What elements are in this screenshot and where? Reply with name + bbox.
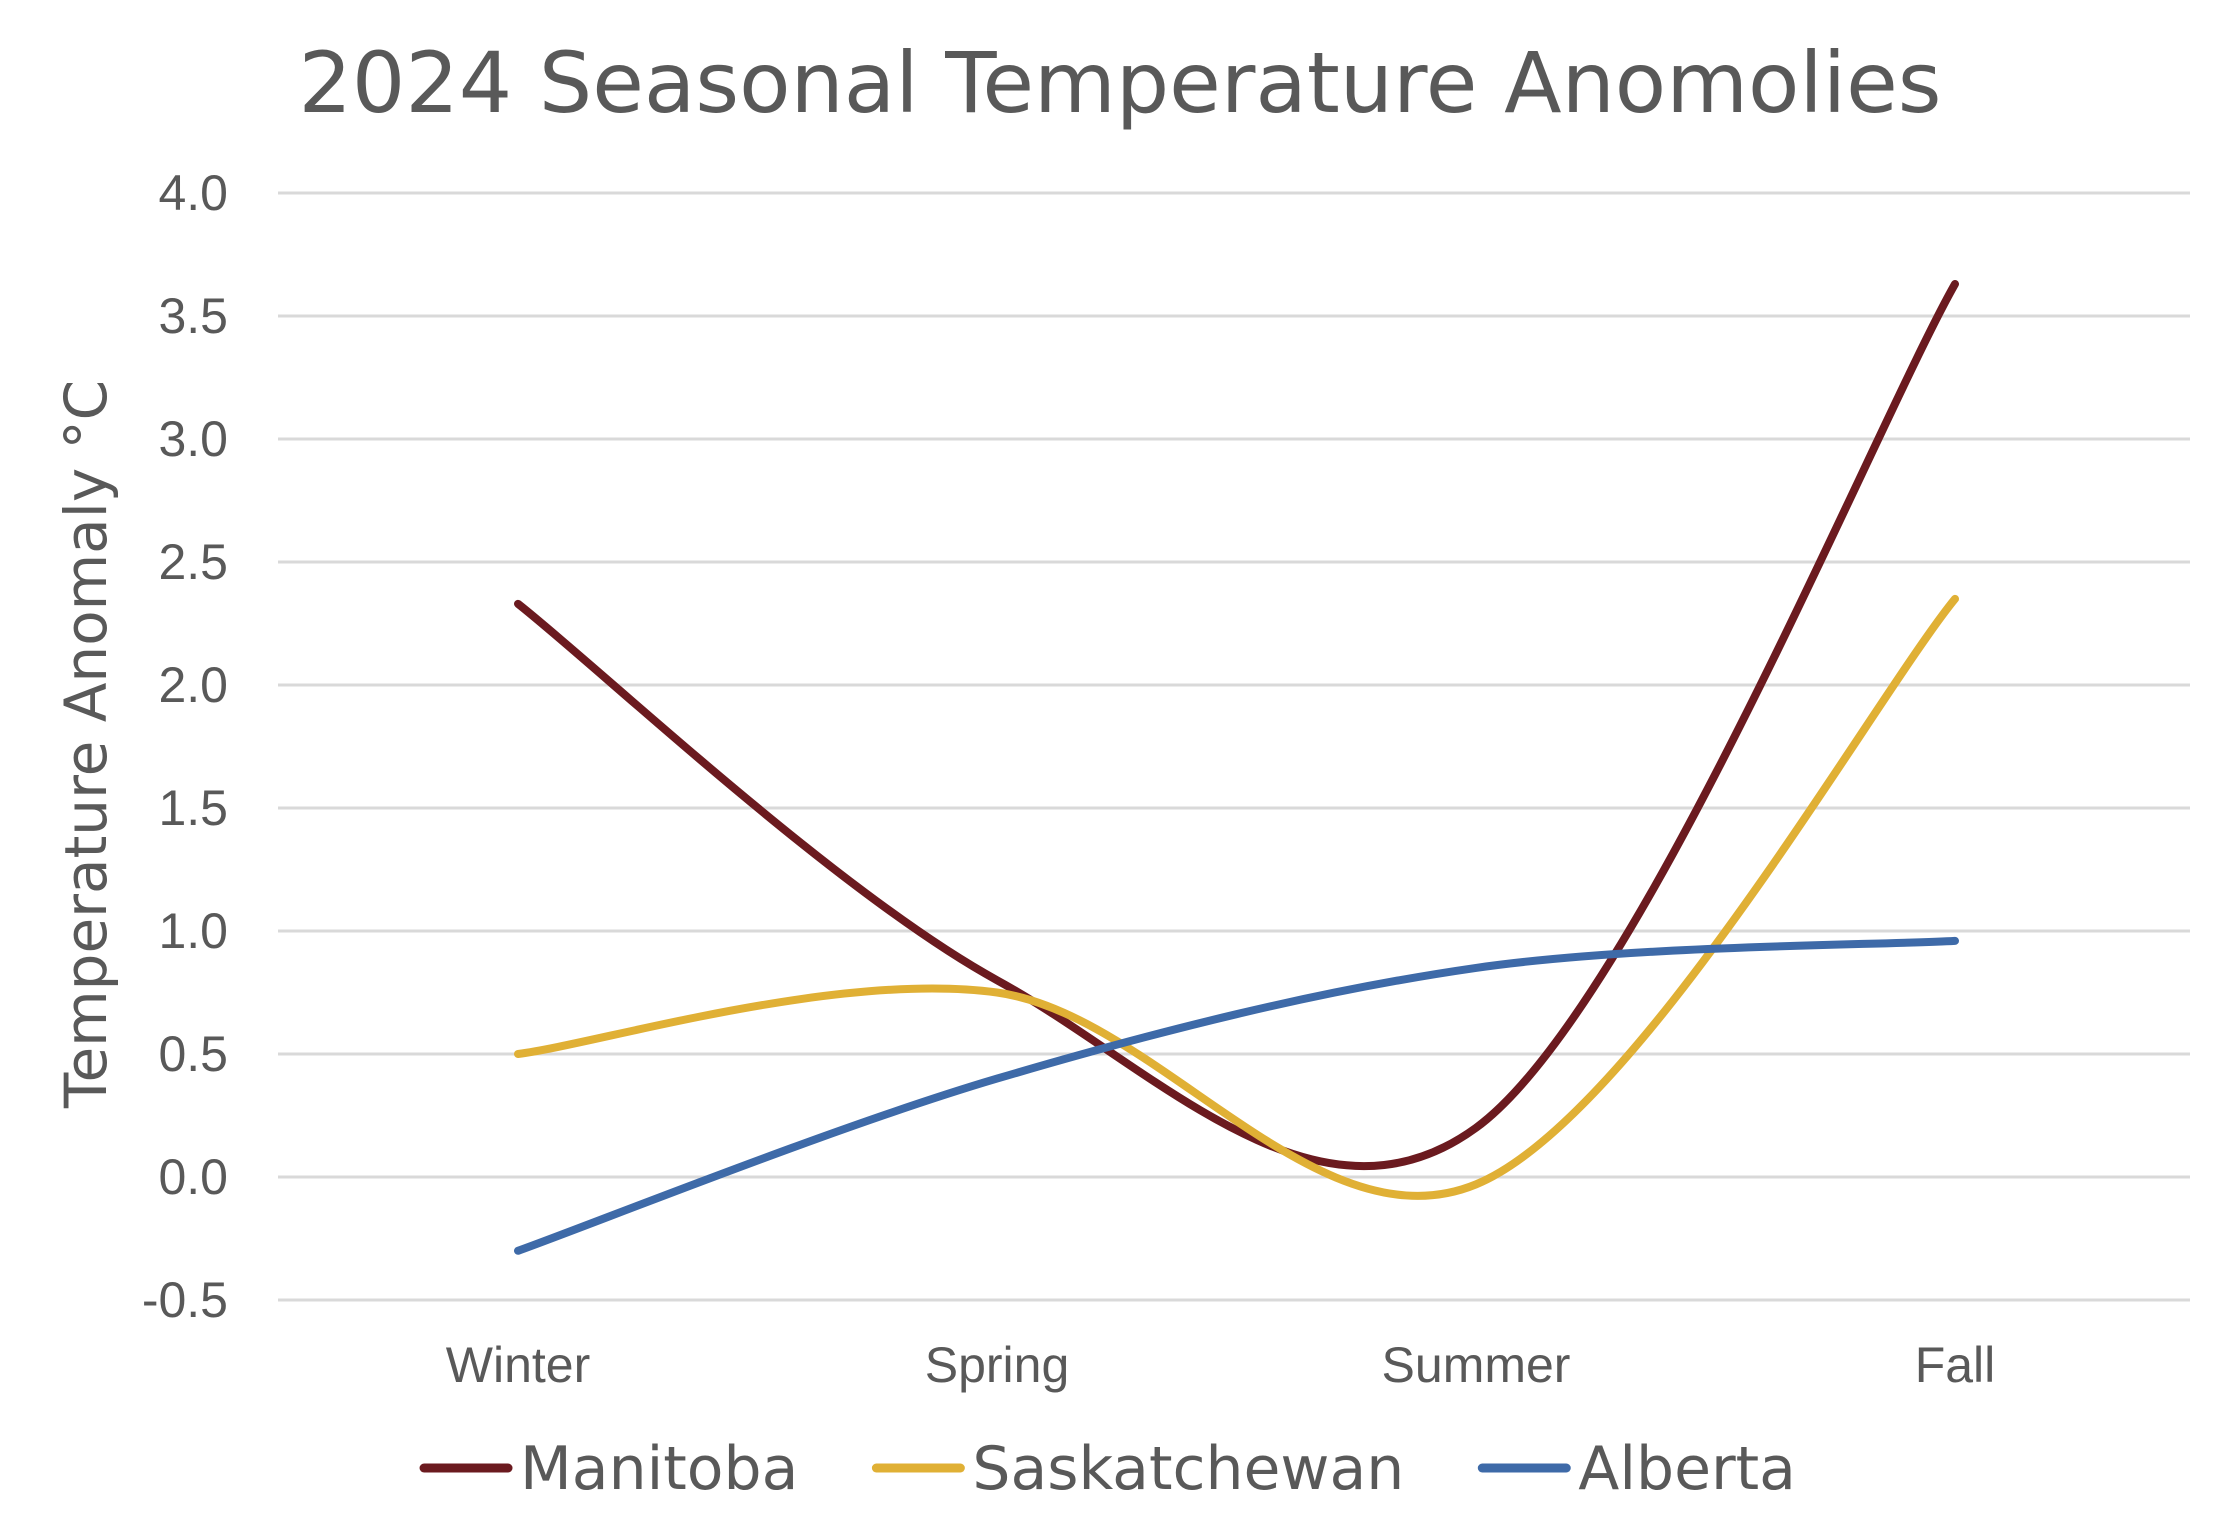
y-axis-ticks: 4.0 3.5 3.0 2.5 2.0 1.5 1.0 0.5 0.0 -0.5 xyxy=(142,165,228,1328)
y-tick-label: 2.0 xyxy=(158,657,228,713)
y-tick-label: 2.5 xyxy=(158,534,228,590)
y-tick-label: 3.5 xyxy=(158,288,228,344)
y-tick-label: 3.0 xyxy=(158,411,228,467)
series-line-manitoba xyxy=(514,280,1959,1171)
legend-label: Alberta xyxy=(1578,1434,1796,1504)
series-line-saskatchewan xyxy=(514,594,1959,1200)
x-tick-label: Fall xyxy=(1915,1337,1996,1393)
y-tick-label: -0.5 xyxy=(142,1272,228,1328)
y-tick-label: 4.0 xyxy=(158,165,228,221)
y-tick-label: 1.0 xyxy=(158,903,228,959)
y-axis-label: Temperature Anomaly °C xyxy=(52,380,120,1109)
legend-item: Saskatchewan xyxy=(871,1434,1404,1504)
chart-title: 2024 Seasonal Temperature Anomolies xyxy=(298,34,1941,132)
x-tick-label: Winter xyxy=(446,1337,590,1393)
legend-item: Alberta xyxy=(1477,1434,1796,1504)
y-tick-label: 0.0 xyxy=(158,1149,228,1205)
y-tick-label: 1.5 xyxy=(158,780,228,836)
x-tick-label: Spring xyxy=(925,1337,1070,1393)
y-tick-label: 0.5 xyxy=(158,1026,228,1082)
legend-item: Manitoba xyxy=(419,1434,798,1504)
series-line-alberta xyxy=(514,936,1959,1255)
x-tick-label: Summer xyxy=(1382,1337,1571,1393)
gridlines xyxy=(278,191,2190,1302)
legend: Manitoba Saskatchewan Alberta xyxy=(419,1434,1796,1504)
x-axis-categories: Winter Spring Summer Fall xyxy=(446,1337,1996,1393)
legend-label: Saskatchewan xyxy=(972,1434,1404,1504)
legend-label: Manitoba xyxy=(520,1434,798,1504)
series-lines xyxy=(514,280,1959,1255)
